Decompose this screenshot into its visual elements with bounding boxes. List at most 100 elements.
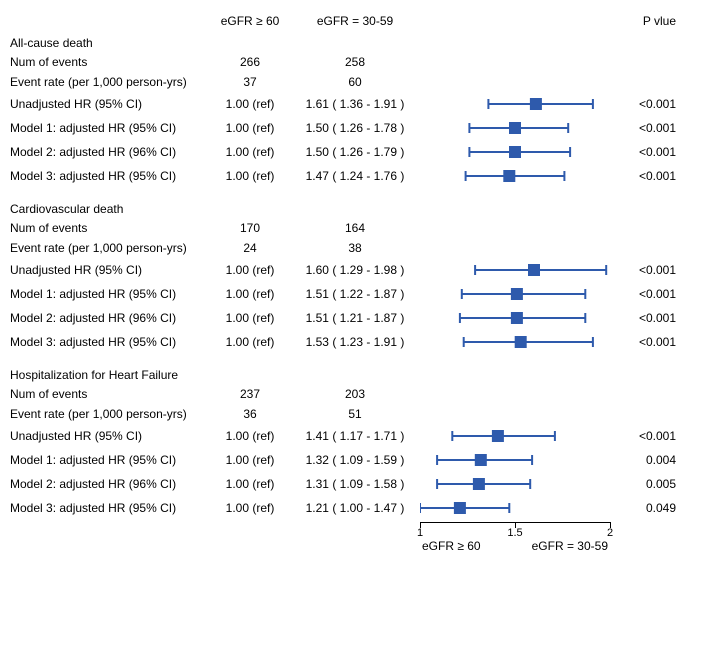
num-events-plot [420, 391, 610, 397]
hr-row-value: 1.51 ( 1.21 - 1.87 ) [290, 308, 420, 328]
header-blank [10, 21, 210, 27]
forest-plot-cell [420, 424, 610, 448]
header-plot [420, 21, 610, 27]
hr-row-value: 1.60 ( 1.29 - 1.98 ) [290, 260, 420, 280]
hr-row-label: Model 2: adjusted HR (96% CI) [10, 142, 210, 162]
hr-row-value: 1.47 ( 1.24 - 1.76 ) [290, 166, 420, 186]
section-title-pad [290, 195, 420, 211]
forest-plot-cell [420, 496, 610, 520]
hr-row-label: Model 1: adjusted HR (95% CI) [10, 118, 210, 138]
section-title-pad [420, 41, 610, 45]
section-title-pad [210, 361, 290, 377]
rate-ref: 37 [210, 72, 290, 92]
hr-row-value: 1.32 ( 1.09 - 1.59 ) [290, 450, 420, 470]
rate-ref: 36 [210, 404, 290, 424]
num-events-ref: 266 [210, 52, 290, 72]
hr-row-pvalue: <0.001 [610, 166, 680, 186]
section-title-pad [610, 195, 680, 211]
hr-row-ref: 1.00 (ref) [210, 260, 290, 280]
forest-plot-cell [420, 116, 610, 140]
header-egfr60: eGFR ≥ 60 [210, 14, 290, 34]
hr-row-value: 1.41 ( 1.17 - 1.71 ) [290, 426, 420, 446]
section-title-pad [210, 195, 290, 211]
hr-row-label: Model 2: adjusted HR (96% CI) [10, 308, 210, 328]
num-events-plot [420, 225, 610, 231]
hr-row-value: 1.50 ( 1.26 - 1.79 ) [290, 142, 420, 162]
hr-row-label: Model 3: adjusted HR (95% CI) [10, 498, 210, 518]
rate-plot [420, 79, 610, 85]
rate-grp: 51 [290, 404, 420, 424]
hr-row-ref: 1.00 (ref) [210, 474, 290, 494]
section-title-pad [420, 195, 610, 211]
num-events-plot [420, 59, 610, 65]
forest-plot-cell [420, 448, 610, 472]
rate-plot [420, 411, 610, 417]
hr-row-ref: 1.00 (ref) [210, 426, 290, 446]
header-pvalue: P vlue [610, 14, 680, 34]
hr-row-pvalue: 0.049 [610, 498, 680, 518]
axis-caption-right: eGFR = 30-59 [532, 539, 608, 553]
num-events-label: Num of events [10, 52, 210, 72]
hr-row-value: 1.53 ( 1.23 - 1.91 ) [290, 332, 420, 352]
section-title: All-cause death [10, 34, 210, 52]
axis-caption-left: eGFR ≥ 60 [422, 539, 481, 553]
axis-tick-label: 1 [417, 527, 423, 539]
hr-row-pvalue: <0.001 [610, 284, 680, 304]
num-events-label: Num of events [10, 218, 210, 238]
hr-row-ref: 1.00 (ref) [210, 284, 290, 304]
section-title-pad [610, 41, 680, 45]
num-events-p [610, 225, 680, 231]
hr-row-pvalue: <0.001 [610, 94, 680, 114]
hr-row-label: Model 1: adjusted HR (95% CI) [10, 450, 210, 470]
axis-tick-label: 2 [607, 527, 613, 539]
hr-row-label: Unadjusted HR (95% CI) [10, 94, 210, 114]
hr-row-ref: 1.00 (ref) [210, 308, 290, 328]
hr-row-value: 1.21 ( 1.00 - 1.47 ) [290, 498, 420, 518]
rate-grp: 38 [290, 238, 420, 258]
num-events-grp: 164 [290, 218, 420, 238]
hr-row-pvalue: <0.001 [610, 308, 680, 328]
forest-plot-cell [420, 282, 610, 306]
forest-plot-cell [420, 306, 610, 330]
num-events-p [610, 59, 680, 65]
hr-row-label: Model 2: adjusted HR (96% CI) [10, 474, 210, 494]
hr-row-value: 1.31 ( 1.09 - 1.58 ) [290, 474, 420, 494]
hr-row-ref: 1.00 (ref) [210, 142, 290, 162]
hr-row-label: Model 3: adjusted HR (95% CI) [10, 332, 210, 352]
section-title-pad [290, 41, 420, 45]
hr-row-ref: 1.00 (ref) [210, 450, 290, 470]
hr-row-pvalue: <0.001 [610, 118, 680, 138]
hr-row-pvalue: <0.001 [610, 142, 680, 162]
forest-table: eGFR ≥ 60 eGFR = 30-59 P vlue All-cause … [10, 14, 698, 520]
axis-tick-label: 1.5 [507, 527, 522, 539]
hr-row-pvalue: 0.004 [610, 450, 680, 470]
section-title-pad [290, 361, 420, 377]
hr-row-ref: 1.00 (ref) [210, 166, 290, 186]
hr-row-value: 1.50 ( 1.26 - 1.78 ) [290, 118, 420, 138]
forest-plot-cell [420, 92, 610, 116]
hr-row-label: Unadjusted HR (95% CI) [10, 426, 210, 446]
rate-p [610, 245, 680, 251]
forest-plot-cell [420, 164, 610, 188]
section-title-pad [610, 361, 680, 377]
hr-row-ref: 1.00 (ref) [210, 118, 290, 138]
forest-plot-cell [420, 330, 610, 354]
forest-axis: 1 1.5 2 eGFR ≥ 60 eGFR = 30-59 [420, 522, 610, 553]
hr-row-ref: 1.00 (ref) [210, 498, 290, 518]
section-title-pad [210, 41, 290, 45]
hr-row-pvalue: 0.005 [610, 474, 680, 494]
forest-plot-cell [420, 258, 610, 282]
hr-row-pvalue: <0.001 [610, 332, 680, 352]
header-egfr30: eGFR = 30-59 [290, 14, 420, 34]
rate-ref: 24 [210, 238, 290, 258]
hr-row-pvalue: <0.001 [610, 260, 680, 280]
rate-plot [420, 245, 610, 251]
rate-label: Event rate (per 1,000 person-yrs) [10, 238, 210, 258]
section-title: Hospitalization for Heart Failure [10, 354, 210, 384]
rate-label: Event rate (per 1,000 person-yrs) [10, 72, 210, 92]
hr-row-label: Model 1: adjusted HR (95% CI) [10, 284, 210, 304]
hr-row-ref: 1.00 (ref) [210, 94, 290, 114]
forest-plot-cell [420, 472, 610, 496]
rate-grp: 60 [290, 72, 420, 92]
num-events-p [610, 391, 680, 397]
